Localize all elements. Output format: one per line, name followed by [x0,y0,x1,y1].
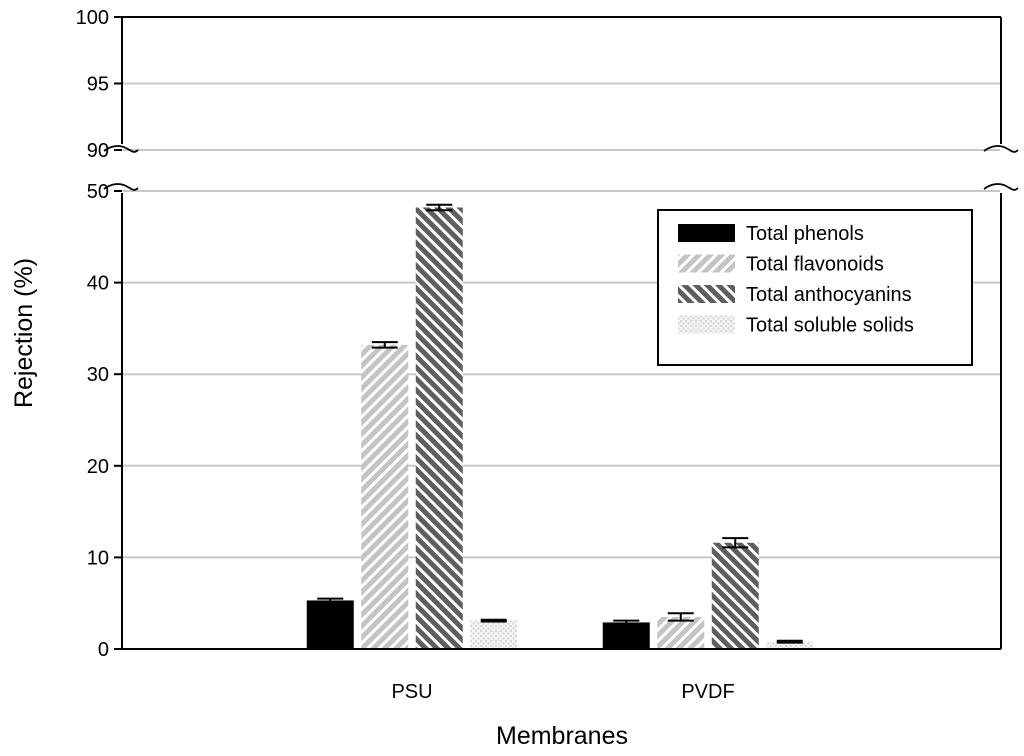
x-axis-title: Membranes [496,722,628,750]
y-tick-label: 50 [87,181,109,203]
error-bar [667,612,694,622]
legend-label: Total anthocyanins [746,284,912,306]
legend-swatch [678,315,735,334]
y-tick-label: 10 [87,547,109,569]
legend-swatch [678,254,735,273]
y-ticks: 0 10 20 30 40 50 90 95 100 [76,7,122,661]
legend-label: Total flavonoids [746,254,884,276]
error-bar [613,619,640,626]
x-ticks: PSU PVDF [391,681,734,703]
error-bar [776,639,803,644]
bar [415,207,463,649]
bar [361,344,409,649]
error-bar [426,203,453,212]
error-bar [371,341,398,349]
error-bar [480,618,507,623]
legend-swatch [678,285,735,303]
x-tick-label: PVDF [681,681,734,703]
bar [602,622,650,649]
y-tick-label: 30 [87,364,109,386]
bar [470,620,518,649]
bar [306,600,354,649]
x-tick-label: PSU [391,681,432,703]
y-tick-label: 0 [98,639,109,661]
bar [657,616,705,649]
y-axis-title: Rejection (%) [10,258,38,408]
axes-frame [121,16,1002,650]
bar [766,641,814,649]
y-tick-label: 95 [87,74,109,96]
legend-swatch [678,224,735,242]
legend-label: Total phenols [746,223,864,245]
error-bar [317,597,344,604]
y-tick-label: 100 [76,7,109,29]
bar [711,542,759,649]
y-tick-label: 40 [87,273,109,295]
y-tick-label: 90 [87,140,109,162]
error-bar [722,537,749,549]
y-tick-label: 20 [87,456,109,478]
bars [306,203,814,649]
axis-break-marks [103,145,1019,191]
legend-label: Total soluble solids [746,315,914,337]
legend: Total phenols Total flavonoids Total antho… [657,209,973,366]
